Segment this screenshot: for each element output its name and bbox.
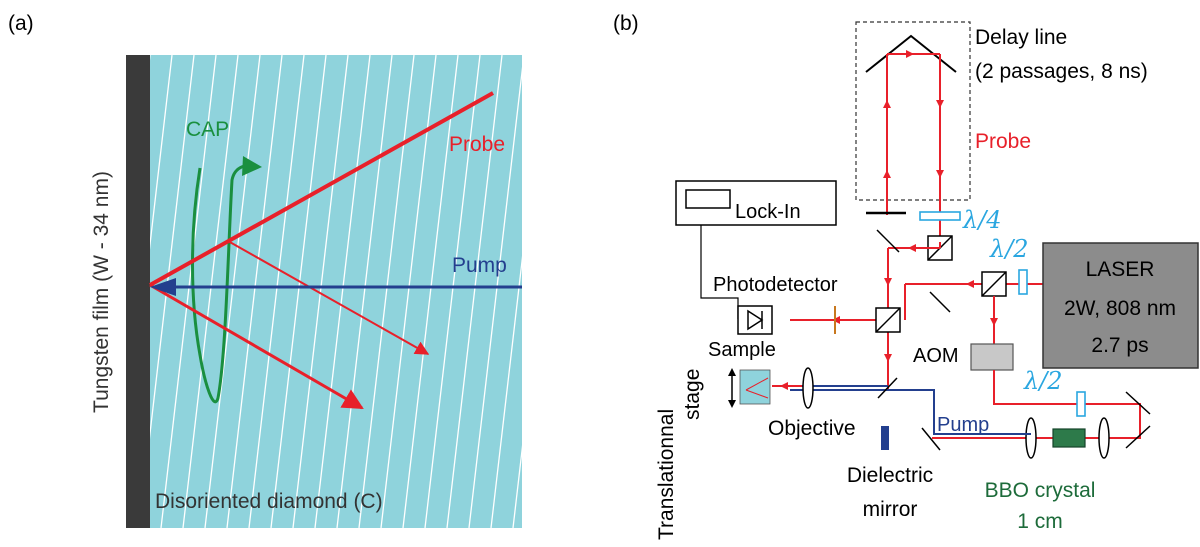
tungsten-film (126, 55, 150, 528)
cap-arrowhead (242, 156, 262, 176)
panel-a: (a) Tungsten film (W - 34 n (8, 12, 522, 528)
pump-arrowhead (150, 278, 176, 296)
lockin-box (675, 180, 837, 226)
laser-power-label: 2W, 808 nm (1064, 297, 1176, 320)
aom-box (970, 343, 1014, 371)
panel-b: (b) Delay line (2 passages, 8 ns) Probe … (613, 12, 1199, 540)
pump-beam-path (785, 385, 1031, 435)
cap-wave (191, 163, 255, 404)
mirror-bbo-bottom (1125, 425, 1151, 449)
bbo-crystal (1052, 428, 1086, 448)
laser-to-aom-arrow (990, 318, 998, 326)
photodetector-label: Photodetector (713, 274, 838, 296)
probe-reflected-beam (149, 283, 364, 410)
delay-line-sublabel: (2 passages, 8 ns) (975, 60, 1148, 83)
sample-beam-mark-2 (745, 389, 769, 399)
photodiode-icon (747, 309, 764, 331)
half-waveplate-1 (1018, 269, 1028, 295)
stage-label: Translationnal (655, 409, 678, 540)
delay-line-label: Delay line (975, 26, 1067, 49)
lens-bbo-in (1098, 417, 1110, 459)
sample-label: Sample (708, 339, 776, 361)
diamond-hatch (150, 55, 522, 528)
mirror-upper-left (876, 229, 900, 253)
mirror-combiner (877, 377, 898, 399)
panel-a-label: (a) (8, 12, 34, 35)
lockin-label: Lock-In (735, 201, 801, 223)
photodetector (737, 305, 773, 335)
half-waveplate-2-label: λ/2 (1023, 367, 1063, 395)
objective-label: Objective (768, 417, 856, 440)
probe-incident-beam (149, 91, 494, 287)
quarter-waveplate (919, 211, 961, 221)
film-label: Tungsten film (W - 34 nm) (90, 171, 113, 413)
panel-b-label: (b) (613, 12, 639, 35)
sample (739, 369, 771, 405)
aom-label: AOM (913, 345, 959, 367)
lens-bbo-out (1025, 417, 1037, 459)
dielectric-mirror-sublabel: mirror (863, 498, 918, 521)
substrate-label: Disoriented diamond (C) (155, 490, 383, 513)
delay-line-arrows (883, 50, 944, 178)
stage-sublabel: stage (681, 369, 704, 420)
dielectric-mirror-element (921, 427, 941, 451)
stage-arrowheads (728, 368, 736, 408)
pbs-lower-diagonal (875, 307, 901, 333)
objective-lens (802, 367, 814, 409)
bbo-label: BBO crystal (985, 479, 1096, 502)
pbs-laser-diagonal (981, 271, 1007, 297)
dielectric-mirror-label: Dielectric (847, 464, 933, 487)
bbo-length-label: 1 cm (1017, 510, 1063, 533)
lockin-cable (700, 225, 739, 319)
half-waveplate-1-label: λ/2 (989, 235, 1029, 263)
sample-beam-mark (745, 377, 769, 391)
delay-line-box (855, 21, 971, 201)
laser-label: LASER (1086, 258, 1155, 281)
laser-box (1042, 242, 1199, 369)
quarter-waveplate-label: λ/4 (962, 206, 1002, 234)
laser-pulse-label: 2.7 ps (1091, 334, 1148, 357)
half-waveplate-2 (1076, 391, 1086, 417)
mirror-upper-right (929, 291, 951, 313)
probe-reflected-beam-2 (227, 240, 430, 355)
mirror-bbo-top (1125, 391, 1151, 415)
pump-label: Pump (452, 254, 507, 277)
probe-path-arrows (832, 244, 974, 362)
probe-label: Probe (449, 133, 505, 156)
lockin-display (685, 189, 731, 209)
cap-label: CAP (186, 118, 229, 141)
probe-path-label: Probe (975, 130, 1031, 153)
diamond-substrate (150, 55, 522, 528)
beam-dump (881, 426, 889, 450)
pump-path-label: Pump (937, 414, 989, 436)
